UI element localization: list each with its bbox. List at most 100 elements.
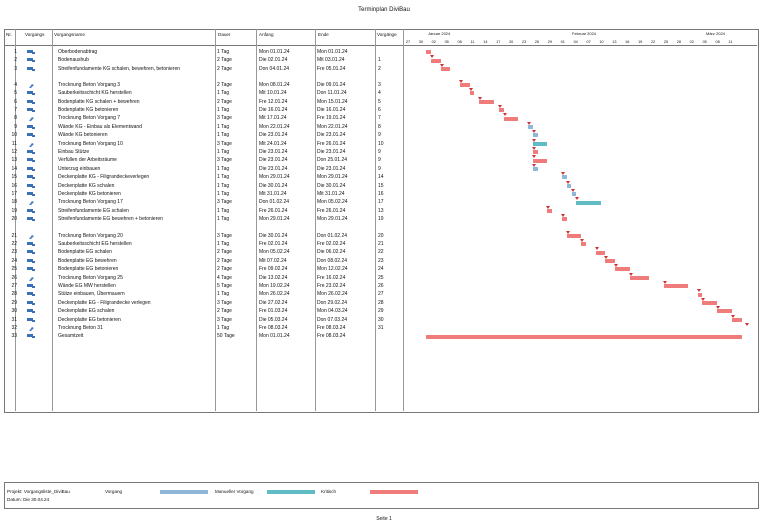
gantt-bar[interactable] xyxy=(605,259,616,263)
task-row[interactable]: 14 Unterzug einbauen 1 Tag Die 23.01.24 Die … xyxy=(4,165,403,173)
task-row[interactable]: 31 Deckenplatte EG betonieren 3 Tage Die 05… xyxy=(4,316,403,324)
task-row[interactable]: 13 Verfüllen der Arbeitsräume 3 Tage Die 23… xyxy=(4,156,403,164)
task-row[interactable]: 7 Bodenplatte KG betonieren 1 Tag Die 16.01… xyxy=(4,106,403,114)
gantt-bar[interactable] xyxy=(576,200,601,205)
task-row[interactable]: 19 Streifenfundamente EG schalen 1 Tag Fre … xyxy=(4,207,403,215)
task-row[interactable]: 30 Deckenplatte EG schalen 2 Tage Fre 01.03… xyxy=(4,307,403,315)
dependency-arrow-icon xyxy=(546,205,551,209)
table-header xyxy=(4,29,757,46)
timeline-day: 08 xyxy=(457,40,462,44)
gantt-bar[interactable] xyxy=(629,275,650,280)
task-start: Die 30.01.24 xyxy=(259,232,288,239)
task-row[interactable]: 3 Streifenfundamente KG schalen, bewehren… xyxy=(4,65,403,81)
task-row[interactable]: 16 Deckenplatte KG schalen 1 Tag Die 30.01.… xyxy=(4,182,403,190)
auto-schedule-icon xyxy=(27,106,35,116)
gantt-bar[interactable] xyxy=(469,91,475,96)
task-row[interactable]: 11 Trocknung Beton Vorgang 10 3 Tage Mit 24… xyxy=(4,140,403,148)
gantt-bar[interactable] xyxy=(717,309,732,314)
dependency-arrow-icon xyxy=(478,96,483,100)
gantt-bar[interactable] xyxy=(430,58,441,63)
task-row[interactable]: 8 Trocknung Beton Vorgang 7 3 Tage Mit 17.0… xyxy=(4,114,403,122)
task-name: Stütze einbauen, Übermauern xyxy=(58,291,125,298)
task-row[interactable]: 28 Stütze einbauen, Übermauern 1 Tag Mon 26… xyxy=(4,290,403,298)
gantt-bar[interactable] xyxy=(697,292,703,297)
gantt-bar[interactable] xyxy=(615,267,630,272)
task-row[interactable]: 12 Einbau Stütze 1 Tag Die 23.01.24 Die 23.0… xyxy=(4,148,403,156)
dependency-arrow-icon xyxy=(580,239,585,242)
task-row[interactable]: 27 Wände EG MW herstellen 5 Tage Mon 19.02.… xyxy=(4,282,403,290)
gantt-bar[interactable] xyxy=(561,217,567,222)
task-row[interactable]: 21 Trocknung Beton Vorgang 20 3 Tage Die 30… xyxy=(4,232,403,240)
gantt-bar[interactable] xyxy=(581,242,587,247)
gantt-bar[interactable] xyxy=(459,83,470,87)
task-row[interactable]: 26 Trocknung Beton Vorgang 25 4 Tage Die 13… xyxy=(4,274,403,282)
gantt-bar[interactable] xyxy=(566,233,582,238)
task-name: Bodenplatte KG betonieren xyxy=(58,107,119,113)
gantt-bar[interactable] xyxy=(566,183,572,188)
task-row[interactable]: 29 Deckenplatte EG - Filigrandecke verleg… xyxy=(4,299,403,307)
auto-schedule-icon xyxy=(27,123,35,133)
legend-label-critical: Kritisch xyxy=(321,489,337,494)
task-end: Fre 16.02.24 xyxy=(317,274,346,281)
task-duration: 3 Tage xyxy=(217,140,232,147)
task-row[interactable]: 1 Oberbodenabtrag 1 Tag Mon 01.01.24 Mon 01.… xyxy=(4,48,403,56)
auto-schedule-icon xyxy=(27,89,35,99)
task-start: Die 05.03.24 xyxy=(259,316,288,323)
gantt-bar[interactable] xyxy=(527,125,533,129)
col-divider xyxy=(15,29,16,411)
legend-label-manual: Manueller Vorgang xyxy=(215,489,254,494)
task-predecessors: 1 xyxy=(378,57,381,64)
gantt-bar[interactable] xyxy=(702,301,717,305)
task-duration: 1 Tag xyxy=(217,107,230,113)
task-row[interactable]: 17 Deckenplatte KG betonieren 1 Tag Mit 31.… xyxy=(4,190,403,198)
dependency-arrow-icon xyxy=(531,163,536,167)
task-row[interactable]: 20 Streifenfundamente EG bewehren + beton… xyxy=(4,215,403,223)
task-duration: 2 Tage xyxy=(217,266,232,273)
task-start: Mon 05.02.24 xyxy=(259,249,290,256)
task-duration: 2 Tage xyxy=(217,57,232,64)
auto-schedule-icon xyxy=(27,98,35,108)
gantt-bar[interactable] xyxy=(426,334,742,339)
gantt-bar[interactable] xyxy=(532,133,538,138)
task-row[interactable]: 4 Trocknung Beton Vorgang 3 2 Tage Mon 08.0… xyxy=(4,81,403,89)
task-row[interactable]: 15 Deckenplatte KG - Filigrandeckeverlege… xyxy=(4,173,403,181)
task-name: Oberbodenabtrag xyxy=(58,49,98,55)
gantt-bar[interactable] xyxy=(479,99,494,104)
gantt-bar[interactable] xyxy=(547,209,553,213)
gantt-bar[interactable] xyxy=(571,192,577,197)
gantt-bar[interactable] xyxy=(440,66,451,71)
gantt-bar[interactable] xyxy=(498,108,504,113)
task-end: Don 25.01.24 xyxy=(317,157,348,164)
task-row[interactable]: 9 Wände KG - Einbau als Elementwand 1 Tag M… xyxy=(4,123,403,131)
task-end: Die 30.01.24 xyxy=(317,182,346,189)
task-duration: 1 Tag xyxy=(217,165,230,172)
task-row[interactable]: 22 Sauberkeitsschicht EG herstellen 1 Tag F… xyxy=(4,240,403,248)
gantt-bar[interactable] xyxy=(663,284,688,289)
task-number: 29 xyxy=(11,299,17,306)
gantt-bar[interactable] xyxy=(532,141,548,146)
task-row[interactable]: 24 Bodenplatte EG bewehren 2 Tage Mit 07.02… xyxy=(4,257,403,265)
gantt-bar[interactable] xyxy=(503,116,519,121)
task-row[interactable]: 5 Sauberkeitsschicht KG herstellen 1 Tag Mi… xyxy=(4,89,403,97)
gantt-bar[interactable] xyxy=(595,250,606,255)
task-row[interactable]: 23 Bodenplatte EG schalen 2 Tage Mon 05.02.… xyxy=(4,248,403,256)
task-duration: 1 Tag xyxy=(217,49,230,55)
task-start: Die 16.01.24 xyxy=(259,107,288,113)
legend-swatch-task xyxy=(160,490,208,494)
task-row[interactable]: 25 Bodenplatte EG betonieren 2 Tage Fre 09.… xyxy=(4,265,403,273)
task-row[interactable]: 2 Bodenaushub 2 Tage Die 02.01.24 Mit 03.01.… xyxy=(4,56,403,64)
task-row[interactable]: 32 Trocknung Beton 31 1 Tag Fre 08.03.24 Fre… xyxy=(4,324,403,332)
task-row[interactable]: 18 Trocknung Beton Vorgang 17 3 Tage Don 01… xyxy=(4,198,403,206)
task-duration: 3 Tage xyxy=(217,157,232,164)
task-number: 17 xyxy=(11,191,17,197)
task-row[interactable]: 10 Wände KG betonieren 1 Tag Die 23.01.24 Di… xyxy=(4,131,403,139)
task-row[interactable]: 33 Gesamtzeit 50 Tage Mon 01.01.24 Fre 08.03… xyxy=(4,332,403,340)
task-predecessors: 26 xyxy=(378,283,384,289)
gantt-bar[interactable] xyxy=(532,167,538,171)
task-row[interactable]: 6 Bodenplatte KG schalen + bewehren 2 Tage… xyxy=(4,98,403,106)
gantt-bar[interactable] xyxy=(532,150,538,155)
gantt-bar[interactable] xyxy=(561,175,567,180)
gantt-bar[interactable] xyxy=(426,50,431,55)
gantt-bar[interactable] xyxy=(532,158,548,163)
gantt-bar[interactable] xyxy=(731,317,742,322)
